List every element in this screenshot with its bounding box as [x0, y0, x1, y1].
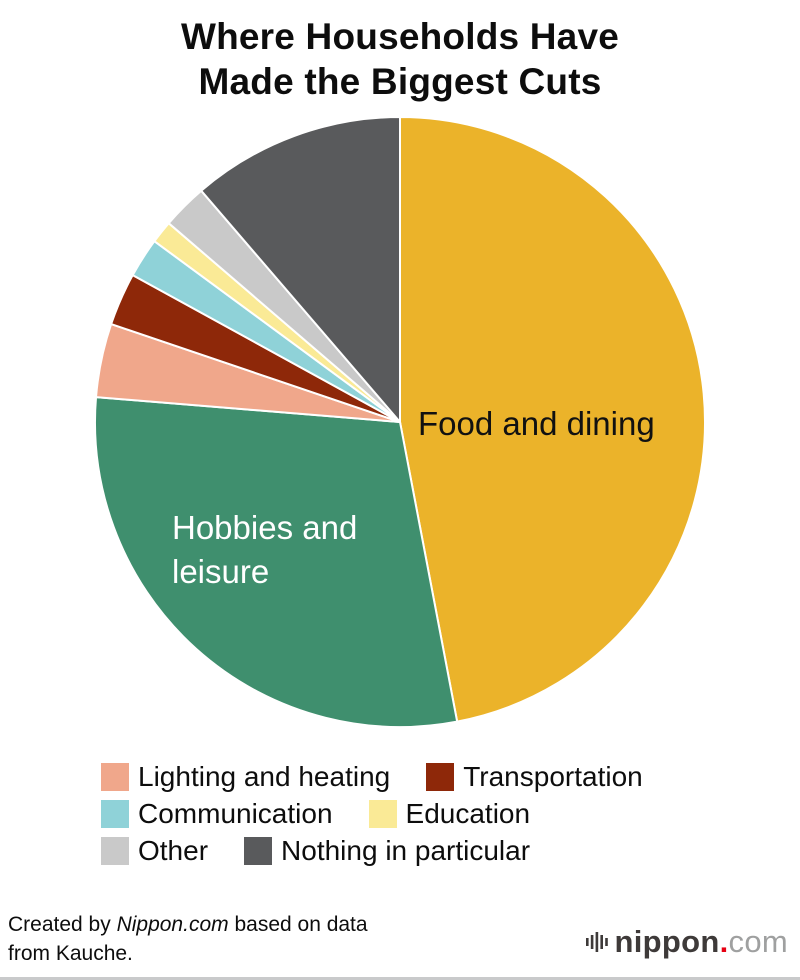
chart-title-line-1: Where Households Have	[180, 16, 620, 57]
legend-swatch	[101, 800, 129, 829]
legend-swatch	[101, 837, 129, 866]
legend-row: Communication Education	[101, 799, 800, 829]
nippon-logo-text: nippon.com	[615, 924, 788, 960]
legend-item-transportation: Transportation	[426, 762, 643, 792]
legend-item-education: Education	[368, 798, 531, 830]
chart-title-line-2: Made the Biggest Cuts	[198, 61, 602, 103]
legend-item-communication: Communication	[101, 799, 333, 829]
credit-suffix: based on data	[228, 913, 368, 937]
infographic-page: Where Households Have Made the Biggest C…	[0, 14, 800, 980]
nippon-logo: nippon.com	[585, 924, 788, 960]
pie-slice-hobbies-and-leisure	[94, 396, 459, 729]
legend-label: Education	[405, 798, 531, 830]
legend-row: Lighting and heating Transportation	[101, 762, 800, 792]
pie-slice-nothing-in-particular	[200, 116, 401, 424]
legend-item-other: Other	[101, 836, 208, 866]
legend-item-nothing-in-particular: Nothing in particular	[244, 836, 530, 866]
chart-legend: Lighting and heating Transportation Commun…	[0, 762, 800, 866]
logo-name: nippon	[614, 924, 720, 959]
legend-item-lighting-and-heating: Lighting and heating	[101, 762, 390, 792]
pie-chart: Food and dining Hobbies and leisure	[92, 114, 708, 730]
nippon-logo-mark-icon	[585, 932, 608, 952]
pie-chart-svg	[94, 116, 707, 729]
legend-label: Lighting and heating	[138, 761, 391, 793]
pie-slice-food-and-dining	[399, 116, 707, 723]
legend-label: Other	[138, 835, 209, 867]
legend-swatch	[426, 763, 455, 792]
legend-label: Nothing in particular	[281, 835, 531, 867]
credit-text: Created by Nippon.com based on data from…	[8, 911, 368, 968]
legend-swatch	[101, 763, 129, 792]
logo-dot: .	[719, 924, 729, 959]
chart-title: Where Households Have Made the Biggest C…	[0, 14, 800, 104]
legend-swatch	[244, 837, 273, 866]
legend-label: Communication	[138, 798, 333, 830]
credit-brand: Nippon.com	[116, 913, 229, 937]
legend-label: Transportation	[463, 761, 643, 793]
credit-prefix: Created by	[8, 913, 117, 937]
legend-swatch	[368, 800, 397, 829]
logo-tld: com	[728, 924, 788, 959]
legend-row: Other Nothing in particular	[101, 836, 800, 866]
credit-line2: from Kauche.	[8, 941, 133, 965]
